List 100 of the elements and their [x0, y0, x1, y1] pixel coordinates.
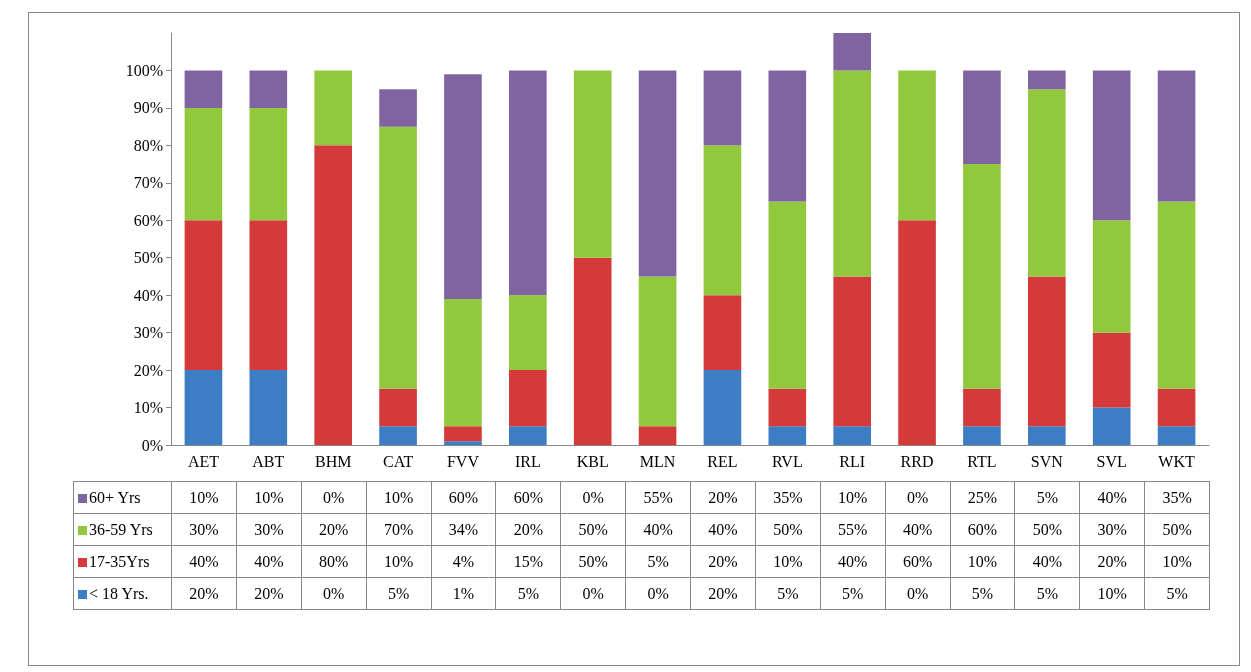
y-tick-label: 0% — [141, 436, 163, 454]
bar — [963, 426, 1001, 445]
data-label: 35% — [1144, 481, 1210, 514]
bar — [1028, 89, 1066, 277]
data-label: 80% — [301, 545, 367, 578]
data-label: 35% — [755, 481, 821, 514]
data-label: 10% — [755, 545, 821, 578]
x-tick-label: WKT — [1158, 452, 1195, 470]
data-label: 5% — [1014, 577, 1080, 610]
bar — [1092, 220, 1131, 333]
y-tick-label: 80% — [133, 136, 163, 154]
bar — [638, 426, 677, 445]
data-label: 20% — [690, 545, 756, 578]
data-label: 20% — [171, 577, 237, 610]
y-tick-label: 100% — [125, 61, 163, 79]
bar — [963, 70, 1001, 165]
data-label: 50% — [755, 513, 821, 546]
bar — [638, 276, 677, 427]
bar — [573, 70, 612, 258]
data-label: 30% — [236, 513, 302, 546]
data-label: 5% — [755, 577, 821, 610]
x-tick-label: RVL — [771, 452, 803, 470]
bar — [379, 89, 417, 127]
data-label: 50% — [560, 513, 626, 546]
data-label: 5% — [366, 577, 431, 610]
data-label: 40% — [236, 545, 302, 578]
bar — [249, 220, 288, 371]
data-label: 50% — [560, 545, 626, 578]
bar — [509, 295, 547, 371]
data-label: 40% — [1014, 545, 1080, 578]
bar — [379, 426, 417, 445]
data-label: 10% — [366, 545, 431, 578]
data-label: 40% — [171, 545, 237, 578]
data-label: 5% — [1144, 577, 1210, 610]
x-tick-label: SVN — [1030, 452, 1064, 470]
bar — [703, 295, 742, 371]
y-tick-label: 10% — [133, 399, 163, 417]
bar — [963, 388, 1001, 427]
data-label: 20% — [301, 513, 367, 546]
x-tick-label: BHM — [314, 452, 352, 470]
legend-label: 60+ Yrs — [73, 481, 172, 514]
data-label: 0% — [625, 577, 691, 610]
bar — [768, 388, 807, 427]
bar — [833, 70, 871, 277]
bar — [1157, 426, 1196, 445]
x-tick-label: AET — [187, 452, 220, 470]
legend-label: 17-35Yrs — [73, 545, 172, 578]
bar — [833, 276, 871, 427]
bar — [314, 145, 352, 445]
bar — [1092, 407, 1131, 445]
data-label: 10% — [171, 481, 237, 514]
x-tick-label: MLN — [639, 452, 676, 470]
bar — [444, 426, 482, 442]
data-label: 60% — [885, 545, 950, 578]
bar — [833, 33, 871, 71]
data-label: 0% — [560, 577, 626, 610]
data-label: 0% — [560, 481, 626, 514]
bar — [1092, 332, 1131, 408]
bar — [184, 370, 223, 445]
data-label: 70% — [366, 513, 431, 546]
y-tick-label: 40% — [133, 286, 163, 304]
data-label: 10% — [1144, 545, 1210, 578]
data-label: 60% — [495, 481, 561, 514]
bar — [184, 220, 223, 371]
data-label: 50% — [1144, 513, 1210, 546]
data-label: 5% — [495, 577, 561, 610]
bar — [833, 426, 871, 445]
bar — [1092, 70, 1131, 221]
bar — [444, 298, 482, 427]
data-label: 5% — [820, 577, 886, 610]
data-label: 5% — [1014, 481, 1080, 514]
data-label: 40% — [690, 513, 756, 546]
x-tick-label: IRL — [514, 452, 541, 470]
data-label: 50% — [1014, 513, 1080, 546]
data-label: 60% — [950, 513, 1015, 546]
bar — [768, 201, 807, 389]
data-label: 4% — [431, 545, 496, 578]
data-label: 20% — [690, 481, 756, 514]
data-label: 20% — [495, 513, 561, 546]
x-tick-label: RRD — [900, 452, 934, 470]
y-tick-label: 90% — [133, 99, 163, 117]
bar — [444, 74, 482, 299]
data-label: 40% — [820, 545, 886, 578]
y-tick-label: 70% — [133, 174, 163, 192]
bar — [768, 70, 807, 202]
data-label: 55% — [625, 481, 691, 514]
data-label: 0% — [301, 481, 367, 514]
data-label: 10% — [820, 481, 886, 514]
bar — [184, 70, 223, 108]
x-tick-label: ABT — [252, 452, 285, 470]
data-label: 25% — [950, 481, 1015, 514]
bar — [509, 426, 547, 445]
x-tick-label: SVL — [1096, 452, 1127, 470]
bar — [1028, 276, 1066, 427]
data-label: 60% — [431, 481, 496, 514]
bar — [184, 107, 223, 221]
bar — [249, 370, 288, 445]
data-label: 5% — [625, 545, 691, 578]
data-label: 40% — [1079, 481, 1145, 514]
data-label: 1% — [431, 577, 496, 610]
